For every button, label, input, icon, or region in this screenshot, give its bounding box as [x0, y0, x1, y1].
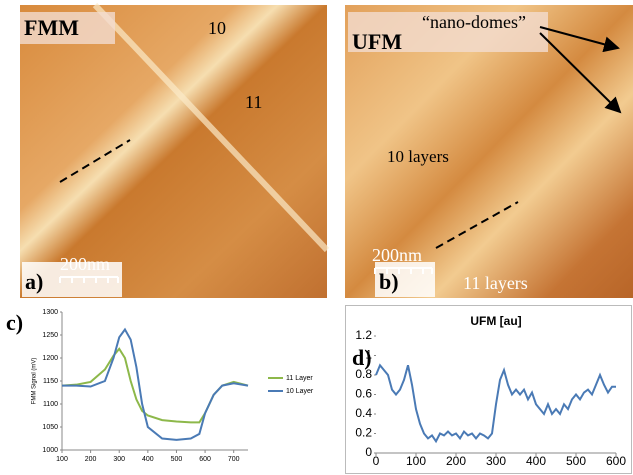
- y-tick-label: 1250: [42, 332, 58, 339]
- y-tick-label: 1: [365, 348, 372, 362]
- x-tick-label: 200: [446, 454, 466, 468]
- y-tick-label: 1.2: [355, 328, 372, 342]
- figure: FMM 10 11 200nm a) UFM “nano-domes” 10 l…: [0, 0, 633, 475]
- region-label: 10: [208, 18, 226, 38]
- x-tick-label: 100: [406, 454, 426, 468]
- x-tick-label: 0: [373, 454, 380, 468]
- y-tick-label: 1100: [43, 401, 58, 408]
- annotation: “nano-domes”: [422, 12, 526, 32]
- x-tick-label: 200: [85, 456, 97, 463]
- mode-label: FMM: [24, 15, 79, 40]
- x-tick-label: 400: [526, 454, 546, 468]
- y-tick-label: 0.4: [355, 406, 372, 420]
- x-tick-label: 100: [56, 456, 68, 463]
- y-tick-label: 1200: [42, 355, 58, 362]
- x-tick-label: 700: [228, 456, 240, 463]
- y-tick-label: 1300: [42, 309, 58, 316]
- y-tick-label: 0.2: [355, 426, 372, 440]
- scale-label: 200nm: [60, 254, 110, 274]
- legend-label: 10 Layer: [286, 388, 314, 395]
- y-tick-label: 1050: [42, 424, 58, 431]
- x-tick-label: 500: [566, 454, 586, 468]
- y-tick-label: 1150: [43, 378, 58, 385]
- region-label: 10 layers: [387, 147, 449, 166]
- y-tick-label: 1000: [42, 447, 58, 454]
- chart-title: UFM [au]: [470, 314, 521, 328]
- scale-label: 200nm: [372, 245, 422, 265]
- y-axis-label: FMM Signal (mV): [32, 358, 38, 405]
- x-tick-label: 500: [171, 456, 183, 463]
- y-tick-label: 0.6: [355, 387, 372, 401]
- y-tick-label: 0: [365, 445, 372, 459]
- region-label: 11: [245, 92, 262, 112]
- series-line: [62, 329, 248, 439]
- panel-letter: b): [379, 269, 399, 294]
- x-tick-label: 300: [486, 454, 506, 468]
- x-tick-label: 400: [142, 456, 154, 463]
- x-tick-label: 600: [606, 454, 626, 468]
- x-tick-label: 600: [199, 456, 211, 463]
- x-tick-label: 300: [113, 456, 125, 463]
- region-label: 11 layers: [463, 273, 528, 293]
- legend-label: 11 Layer: [286, 375, 313, 382]
- panel-letter: a): [25, 269, 43, 294]
- mode-label: UFM: [352, 29, 402, 54]
- y-tick-label: 0.8: [355, 367, 372, 381]
- panel-letter: c): [6, 310, 23, 335]
